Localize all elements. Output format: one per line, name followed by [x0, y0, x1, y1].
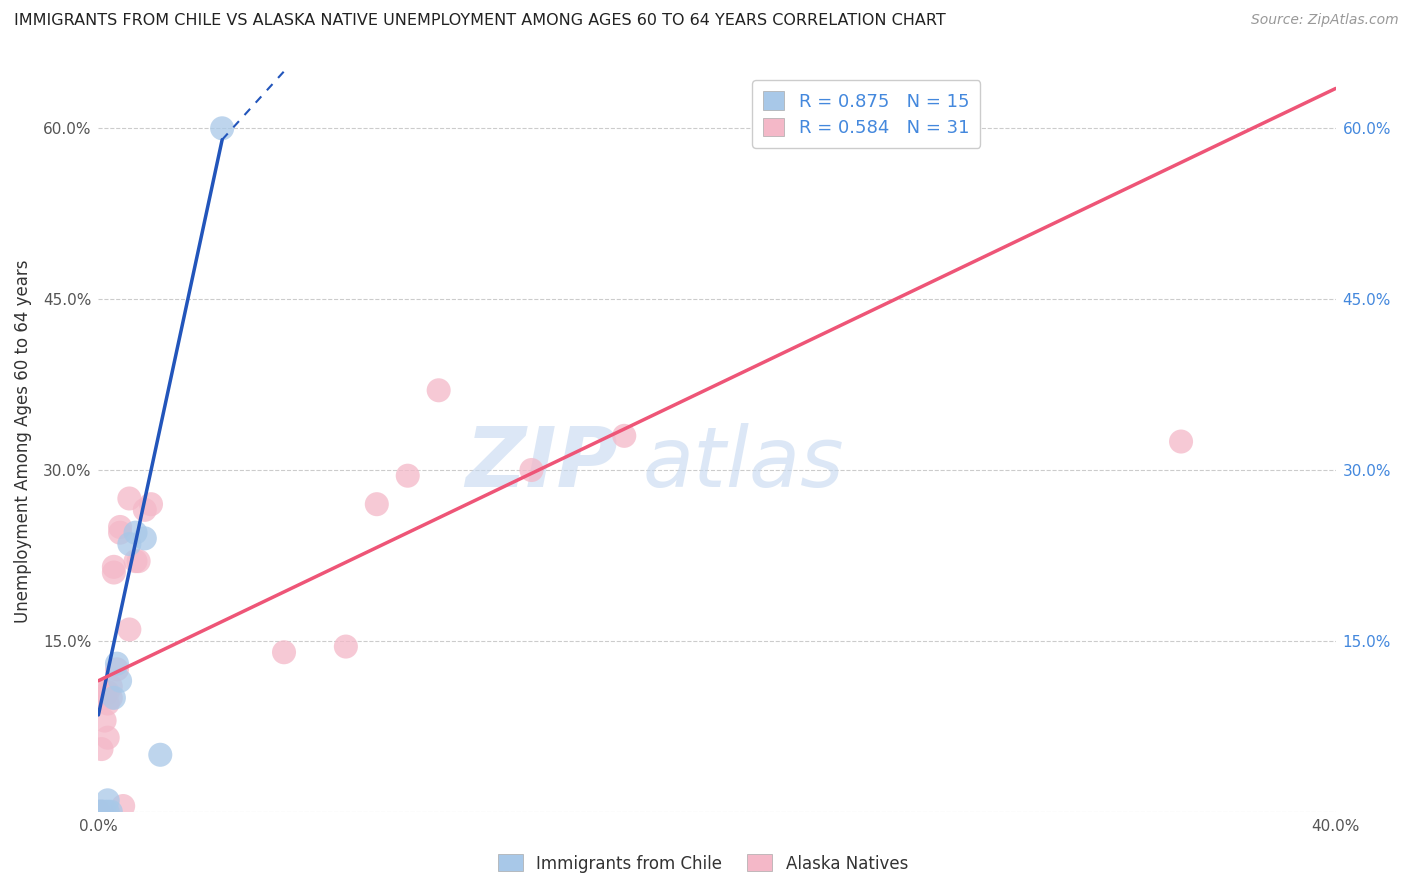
Point — [97, 697, 120, 711]
Point — [134, 532, 156, 546]
Point — [366, 497, 388, 511]
Point — [105, 662, 128, 676]
Point — [100, 680, 122, 694]
Point — [396, 468, 419, 483]
Point — [112, 799, 135, 814]
Point — [97, 793, 120, 807]
Point — [613, 429, 636, 443]
Legend: R = 0.875   N = 15, R = 0.584   N = 31: R = 0.875 N = 15, R = 0.584 N = 31 — [752, 80, 980, 148]
Point — [97, 685, 120, 699]
Point — [118, 491, 141, 506]
Point — [335, 640, 357, 654]
Point — [139, 497, 162, 511]
Point — [124, 554, 146, 568]
Point — [103, 559, 125, 574]
Point — [93, 714, 115, 728]
Legend: Immigrants from Chile, Alaska Natives: Immigrants from Chile, Alaska Natives — [491, 847, 915, 880]
Y-axis label: Unemployment Among Ages 60 to 64 years: Unemployment Among Ages 60 to 64 years — [14, 260, 32, 624]
Point — [87, 805, 110, 819]
Point — [108, 525, 131, 540]
Point — [128, 554, 150, 568]
Point — [90, 805, 112, 819]
Point — [149, 747, 172, 762]
Point — [103, 566, 125, 580]
Text: IMMIGRANTS FROM CHILE VS ALASKA NATIVE UNEMPLOYMENT AMONG AGES 60 TO 64 YEARS CO: IMMIGRANTS FROM CHILE VS ALASKA NATIVE U… — [14, 13, 946, 29]
Point — [93, 685, 115, 699]
Text: ZIP: ZIP — [465, 423, 619, 504]
Point — [427, 384, 450, 398]
Point — [87, 805, 110, 819]
Point — [124, 525, 146, 540]
Point — [108, 520, 131, 534]
Point — [90, 742, 112, 756]
Point — [134, 503, 156, 517]
Point — [90, 805, 112, 819]
Point — [273, 645, 295, 659]
Point — [93, 805, 115, 819]
Text: atlas: atlas — [643, 423, 845, 504]
Point — [90, 805, 112, 819]
Point — [97, 731, 120, 745]
Point — [211, 121, 233, 136]
Point — [100, 805, 122, 819]
Point — [105, 657, 128, 671]
Point — [93, 690, 115, 705]
Point — [1170, 434, 1192, 449]
Text: Source: ZipAtlas.com: Source: ZipAtlas.com — [1251, 13, 1399, 28]
Point — [100, 690, 122, 705]
Point — [103, 690, 125, 705]
Point — [108, 673, 131, 688]
Point — [118, 537, 141, 551]
Point — [118, 623, 141, 637]
Point — [97, 805, 120, 819]
Point — [520, 463, 543, 477]
